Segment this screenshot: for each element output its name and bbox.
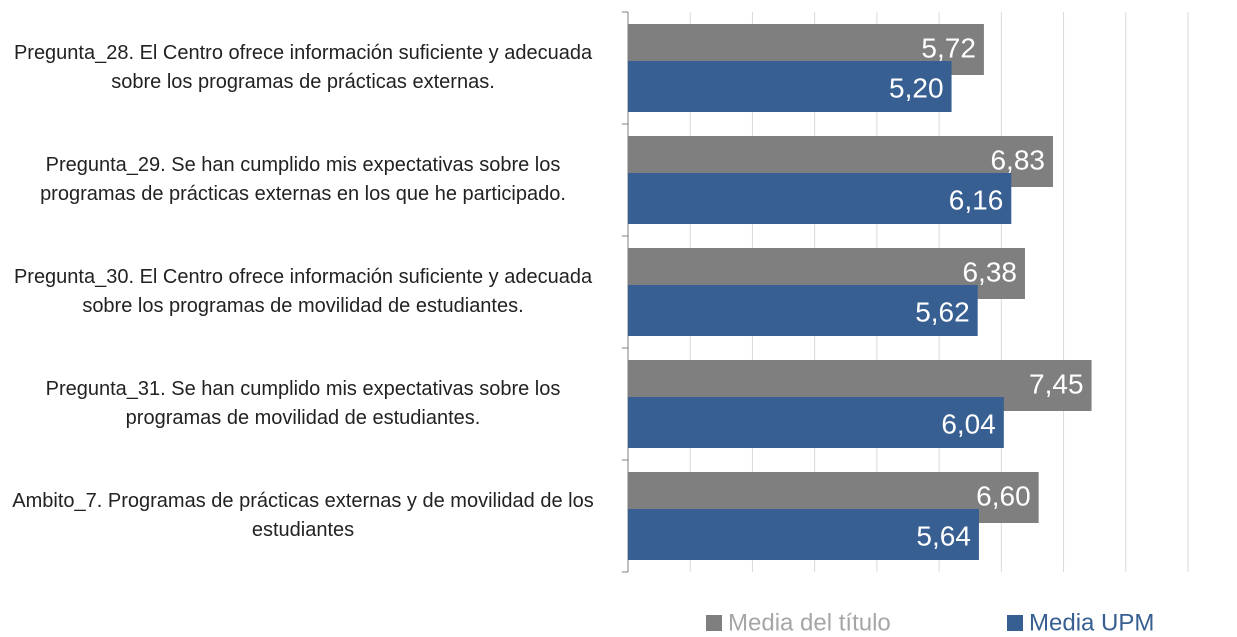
value-label: 6,60	[976, 480, 1031, 511]
bar	[628, 61, 952, 112]
category-text: Pregunta_28. El Centro ofrece informació…	[13, 42, 593, 93]
category-label: Pregunta_28. El Centro ofrece informació…	[0, 12, 606, 124]
category-text: Pregunta_30. El Centro ofrece informació…	[13, 266, 593, 317]
bar	[628, 173, 1012, 224]
category-text: Pregunta_31. Se han cumplido mis expecta…	[45, 378, 561, 429]
value-label: 5,20	[889, 72, 944, 103]
value-label: 5,72	[921, 32, 976, 63]
value-label: 5,64	[916, 520, 971, 551]
value-label: 6,04	[941, 408, 996, 439]
bar	[628, 285, 978, 336]
bar	[628, 397, 1004, 448]
value-label: 6,16	[949, 184, 1004, 215]
legend-swatch	[1007, 615, 1023, 631]
value-label: 7,45	[1029, 368, 1084, 399]
category-label: Ambito_7. Programas de prácticas externa…	[0, 460, 606, 572]
category-label: Pregunta_30. El Centro ofrece informació…	[0, 236, 606, 348]
value-label: 6,38	[962, 256, 1017, 287]
category-label: Pregunta_31. Se han cumplido mis expecta…	[0, 348, 606, 460]
value-label: 6,83	[990, 144, 1045, 175]
legend-label: Media UPM	[1029, 609, 1154, 636]
bar	[628, 509, 979, 560]
legend-swatch	[706, 615, 722, 631]
value-label: 5,62	[915, 296, 970, 327]
category-label: Pregunta_29. Se han cumplido mis expecta…	[0, 124, 606, 236]
legend-label: Media del título	[728, 609, 891, 636]
category-text: Pregunta_29. Se han cumplido mis expecta…	[40, 154, 566, 205]
category-text: Ambito_7. Programas de prácticas externa…	[12, 490, 594, 541]
